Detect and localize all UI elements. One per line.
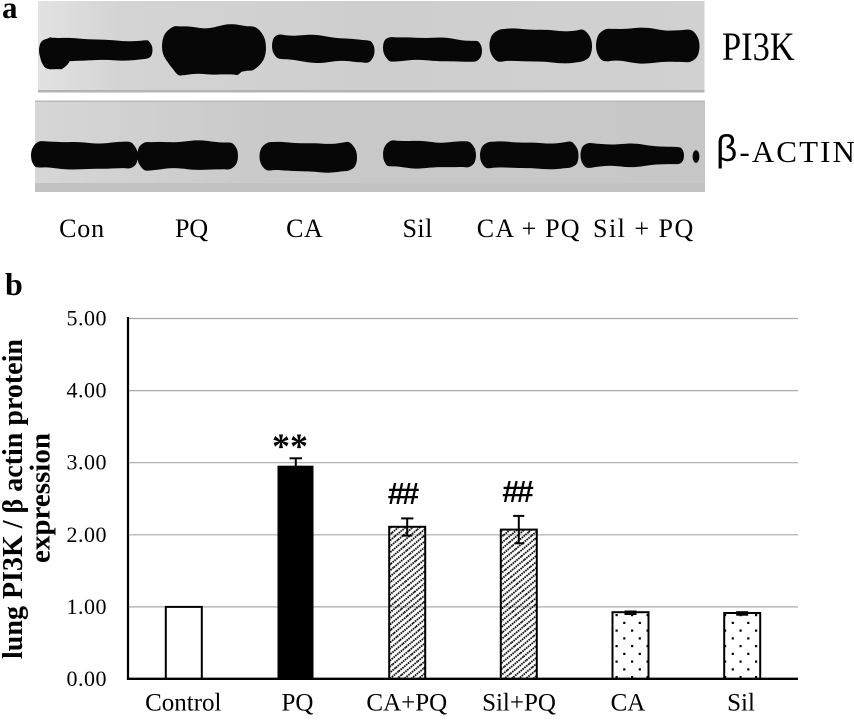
svg-text:**: ** (272, 426, 308, 466)
svg-text:Sil+PQ: Sil+PQ (482, 690, 556, 717)
svg-text:PQ: PQ (282, 690, 314, 717)
svg-text:CA+PQ: CA+PQ (366, 690, 447, 717)
svg-text:Control: Control (145, 690, 221, 717)
svg-text:##: ## (388, 476, 419, 511)
svg-text:5.00: 5.00 (67, 306, 108, 331)
svg-text:3.00: 3.00 (67, 450, 108, 475)
svg-text:0.00: 0.00 (67, 666, 108, 691)
svg-text:1.00: 1.00 (67, 594, 108, 619)
svg-text:4.00: 4.00 (67, 378, 108, 403)
svg-text:##: ## (502, 474, 533, 509)
svg-text:Sil: Sil (727, 690, 755, 717)
svg-text:CA: CA (611, 690, 646, 717)
svg-text:2.00: 2.00 (67, 522, 108, 547)
